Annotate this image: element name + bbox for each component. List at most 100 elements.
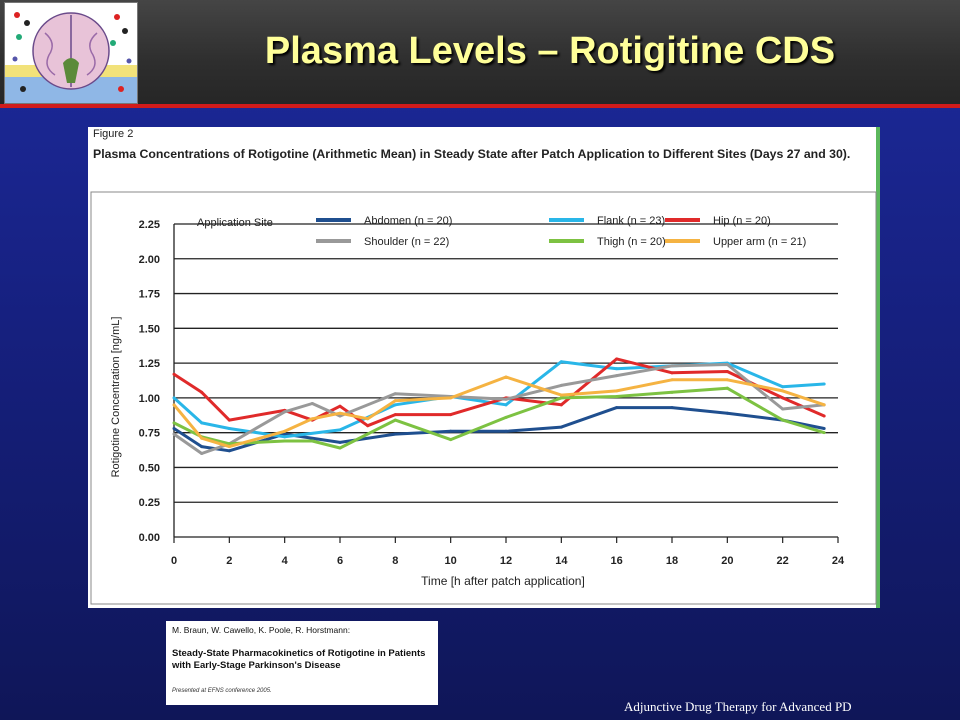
x-axis-label: Time [h after patch application] xyxy=(421,574,585,588)
data-point xyxy=(615,394,619,398)
data-point xyxy=(393,413,397,417)
y-tick-label: 0.50 xyxy=(139,462,160,474)
data-point xyxy=(310,439,314,443)
x-tick-label: 6 xyxy=(337,555,343,567)
y-tick-label: 0.75 xyxy=(139,428,160,440)
header-divider xyxy=(0,104,960,108)
data-point xyxy=(822,431,826,435)
data-point xyxy=(449,429,453,433)
data-point xyxy=(283,435,287,439)
data-point xyxy=(200,445,204,449)
data-point xyxy=(393,392,397,396)
legend-title: Application Site xyxy=(197,217,273,229)
data-point xyxy=(172,396,176,400)
data-point xyxy=(781,407,785,411)
citation-authors: M. Braun, W. Cawello, K. Poole, R. Horst… xyxy=(172,625,351,635)
chart-legend: Abdomen (n = 20) Flank (n = 23) Hip (n = 2… xyxy=(316,215,806,248)
legend-entry: Hip (n = 20) xyxy=(713,215,771,227)
figure-panel xyxy=(88,127,880,608)
x-tick-label: 22 xyxy=(777,555,789,567)
data-point xyxy=(504,415,508,419)
data-point xyxy=(172,432,176,436)
data-point xyxy=(615,367,619,371)
data-point xyxy=(559,403,563,407)
data-point xyxy=(822,414,826,418)
data-point xyxy=(559,425,563,429)
data-point xyxy=(449,413,453,417)
data-point xyxy=(781,389,785,393)
data-point xyxy=(338,404,342,408)
x-tick-label: 12 xyxy=(500,555,512,567)
x-tick-label: 4 xyxy=(282,555,289,567)
citation-note: Presented at EFNS conference 2005. xyxy=(172,688,272,694)
data-point xyxy=(725,386,729,390)
y-tick-label: 1.00 xyxy=(139,393,160,405)
data-point xyxy=(615,374,619,378)
data-point xyxy=(172,421,176,425)
slide-footer: Adjunctive Drug Therapy for Advanced PD xyxy=(624,699,852,714)
data-point xyxy=(200,390,204,394)
data-point xyxy=(725,411,729,415)
data-point xyxy=(822,403,826,407)
legend-entry: Flank (n = 23) xyxy=(597,215,665,227)
data-point xyxy=(615,406,619,410)
y-tick-label: 0.00 xyxy=(139,532,160,544)
data-point xyxy=(781,418,785,422)
data-point xyxy=(310,417,314,421)
citation-title: Steady-State Pharmacokinetics of Rotigot… xyxy=(172,648,426,671)
series-line xyxy=(172,375,825,449)
data-point xyxy=(227,426,231,430)
legend-entry: Abdomen (n = 20) xyxy=(364,215,452,227)
data-point xyxy=(172,426,176,430)
data-point xyxy=(283,439,287,443)
data-point xyxy=(172,372,176,376)
data-point xyxy=(393,399,397,403)
logo xyxy=(4,2,138,104)
data-point xyxy=(227,442,231,446)
x-tick-label: 8 xyxy=(392,555,398,567)
y-tick-label: 2.25 xyxy=(139,219,160,231)
series-line xyxy=(173,406,825,453)
data-point xyxy=(504,429,508,433)
data-point xyxy=(200,452,204,456)
data-point xyxy=(283,410,287,414)
chart-series xyxy=(172,357,826,456)
data-point xyxy=(615,357,619,361)
data-point xyxy=(670,390,674,394)
data-point xyxy=(504,403,508,407)
data-point xyxy=(310,401,314,405)
data-point xyxy=(283,432,287,436)
citation-box: M. Braun, W. Cawello, K. Poole, R. Horst… xyxy=(166,621,438,705)
data-point xyxy=(393,403,397,407)
figure-caption: Plasma Concentrations of Rotigotine (Ari… xyxy=(93,147,851,161)
y-tick-label: 2.00 xyxy=(139,254,160,266)
data-point xyxy=(283,429,287,433)
slide-header: Plasma Levels – Rotigitine CDS xyxy=(0,0,960,104)
data-point xyxy=(393,418,397,422)
data-point xyxy=(200,421,204,425)
data-point xyxy=(200,436,204,440)
y-tick-label: 1.25 xyxy=(139,358,160,370)
data-point xyxy=(227,445,231,449)
data-point xyxy=(449,438,453,442)
data-point xyxy=(504,397,508,401)
data-point xyxy=(338,414,342,418)
y-tick-label: 1.50 xyxy=(139,323,160,335)
data-point xyxy=(449,396,453,400)
slide-title: Plasma Levels – Rotigitine CDS xyxy=(264,30,836,72)
data-point xyxy=(559,396,563,400)
x-tick-label: 10 xyxy=(445,555,457,567)
data-point xyxy=(338,428,342,432)
y-tick-label: 1.75 xyxy=(139,289,160,301)
data-point xyxy=(615,389,619,393)
data-point xyxy=(338,411,342,415)
data-point xyxy=(725,378,729,382)
data-point xyxy=(781,396,785,400)
brain-molecules-icon xyxy=(5,12,137,103)
chart-frame xyxy=(90,191,877,605)
data-point xyxy=(338,446,342,450)
data-point xyxy=(227,418,231,422)
data-point xyxy=(670,364,674,368)
x-tick-label: 16 xyxy=(611,555,623,567)
data-point xyxy=(670,406,674,410)
